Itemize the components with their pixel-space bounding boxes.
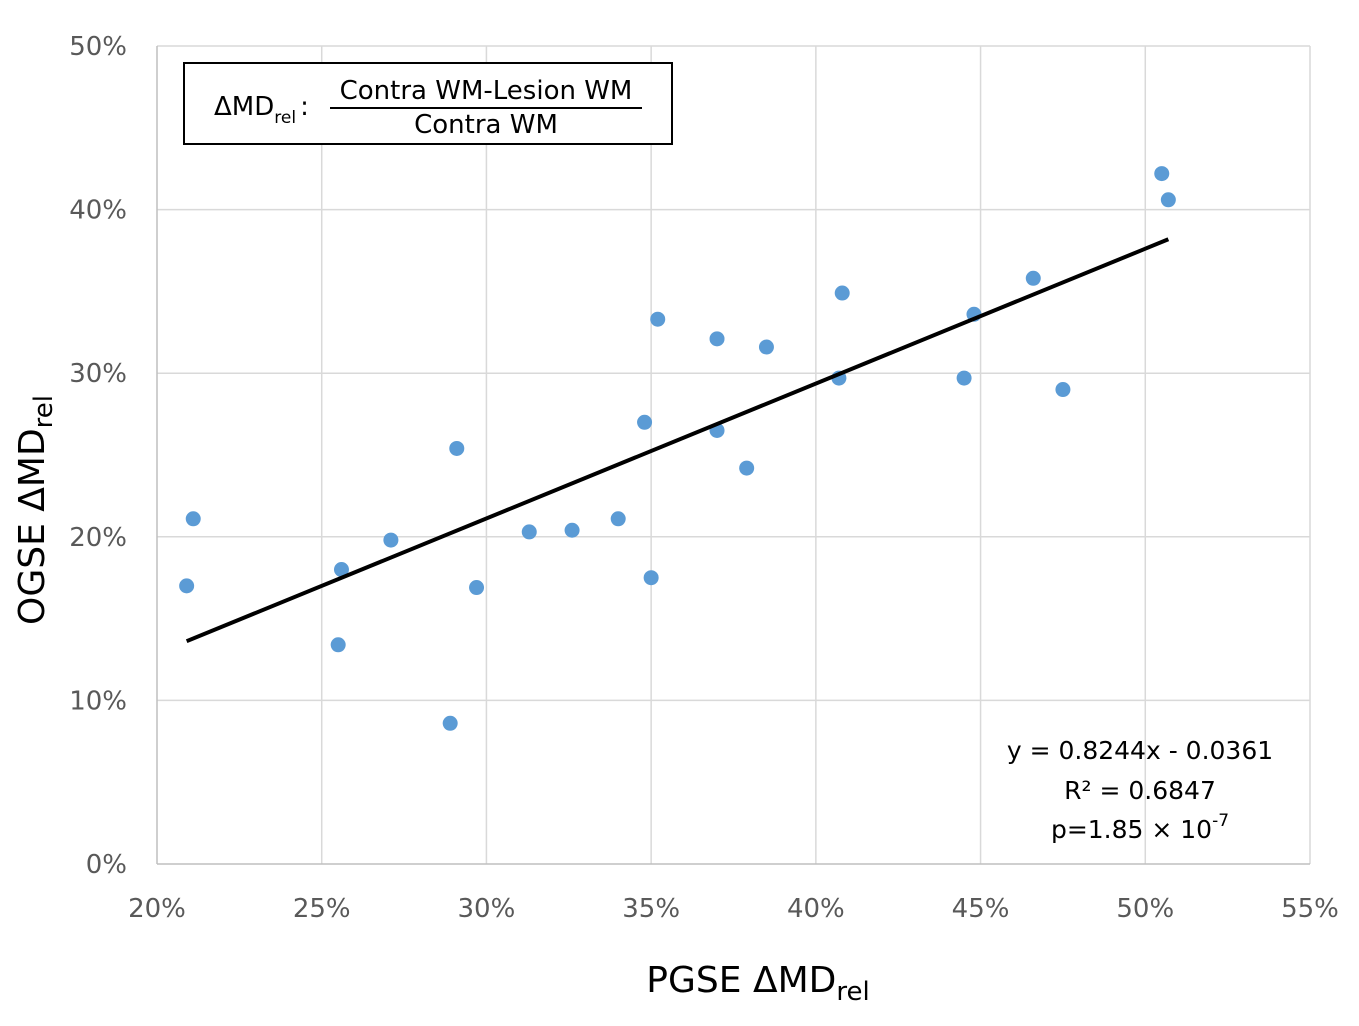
trendline	[185, 237, 1170, 644]
x-tick-label: 50%	[1116, 894, 1174, 924]
axes	[156, 46, 1310, 865]
y-tick-label: 10%	[69, 686, 127, 716]
y-tick-label: 40%	[69, 196, 127, 226]
data-point	[650, 311, 666, 327]
x-tick-label: 45%	[952, 894, 1010, 924]
data-point	[383, 532, 399, 548]
data-point	[1055, 382, 1071, 398]
data-point	[564, 522, 580, 538]
r-squared: R² = 0.6847	[1064, 776, 1216, 805]
y-tick-label: 30%	[69, 359, 127, 389]
data-point	[637, 414, 653, 430]
data-point	[333, 562, 349, 578]
x-tick-label: 35%	[622, 894, 680, 924]
definition-box: ΔMDrel: Contra WM-Lesion WM Contra WM	[183, 62, 673, 145]
data-point	[469, 580, 485, 596]
data-point	[1025, 270, 1041, 286]
data-point	[834, 285, 850, 301]
definition-numerator: Contra WM-Lesion WM	[340, 76, 633, 106]
data-point	[758, 339, 774, 355]
x-tick-label: 20%	[128, 894, 186, 924]
y-tick-label: 0%	[86, 850, 127, 880]
data-point	[1154, 166, 1170, 182]
trendline-line	[185, 237, 1170, 644]
x-tick-label: 25%	[293, 894, 351, 924]
y-tick-label: 50%	[69, 32, 127, 62]
data-point	[739, 460, 755, 476]
p-value: p=1.85 × 10-7	[1051, 811, 1229, 844]
x-tick-label: 40%	[787, 894, 845, 924]
regression-annotation: y = 0.8244x - 0.0361 R² = 0.6847 p=1.85 …	[1007, 736, 1273, 844]
x-tick-label: 55%	[1281, 894, 1339, 924]
x-tick-label: 30%	[458, 894, 516, 924]
x-tick-labels: 20% 25% 30% 35% 40% 45% 50% 55%	[128, 894, 1339, 924]
definition-label: ΔMDrel:	[214, 92, 309, 128]
data-point	[442, 715, 458, 731]
data-point	[449, 440, 465, 456]
data-point	[521, 524, 537, 540]
x-axis-title: PGSE ΔMDrel	[646, 960, 869, 1007]
definition-box-frame	[183, 62, 673, 145]
data-point	[185, 511, 201, 527]
data-point	[709, 331, 725, 347]
gridlines	[157, 45, 1311, 864]
regression-equation: y = 0.8244x - 0.0361	[1007, 736, 1273, 765]
y-tick-label: 20%	[69, 523, 127, 553]
y-tick-labels: 0% 10% 20% 30% 40% 50%	[69, 32, 127, 880]
y-axis-title: OGSE ΔMDrel	[12, 395, 59, 625]
data-point	[956, 370, 972, 386]
data-point	[1160, 192, 1176, 208]
definition-denominator: Contra WM	[414, 110, 558, 140]
data-point	[330, 637, 346, 653]
data-point	[610, 511, 626, 527]
data-points	[179, 166, 1176, 731]
data-point	[643, 570, 659, 586]
data-point	[179, 578, 195, 594]
